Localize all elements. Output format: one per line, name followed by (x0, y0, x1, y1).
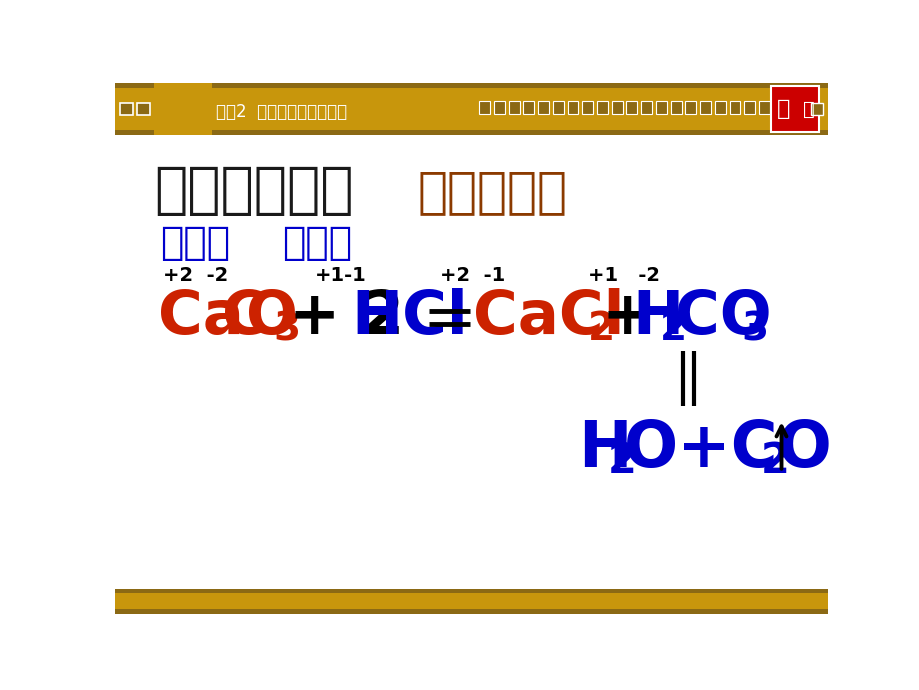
Bar (771, 86, 819, 132)
Bar (567, 101, 578, 114)
Bar (115, 589, 827, 614)
Text: 稀盐酸: 稀盐酸 (281, 224, 351, 262)
Bar (115, 130, 827, 135)
Bar (120, 103, 132, 115)
Bar (494, 101, 505, 114)
Text: +: + (601, 288, 652, 347)
Bar (743, 101, 754, 114)
Text: 课题2  二氧化碳制取的研究: 课题2 二氧化碳制取的研究 (216, 103, 346, 121)
Text: 石灰石: 石灰石 (160, 224, 230, 262)
Bar (641, 101, 652, 114)
Text: +2  -1: +2 -1 (440, 266, 505, 285)
Bar (523, 101, 534, 114)
Text: CaCl: CaCl (472, 288, 624, 347)
Bar (508, 101, 519, 114)
Bar (115, 83, 827, 88)
Bar (729, 101, 740, 114)
Bar (552, 101, 563, 114)
Bar (582, 101, 593, 114)
Text: 二、反应原理: 二、反应原理 (153, 164, 353, 217)
Text: Ca: Ca (157, 288, 244, 347)
Bar (788, 101, 799, 114)
Bar (670, 101, 681, 114)
Text: HCl: HCl (351, 288, 468, 347)
Bar (115, 83, 827, 135)
Text: O: O (245, 288, 298, 347)
Text: 2: 2 (659, 310, 686, 348)
Text: 3: 3 (741, 310, 767, 348)
Bar (773, 101, 784, 114)
Bar (538, 101, 549, 114)
Text: 流: 流 (777, 99, 789, 119)
Text: +1-1: +1-1 (314, 266, 367, 285)
Bar (137, 103, 150, 115)
Text: CO: CO (674, 288, 770, 347)
Text: 2: 2 (760, 440, 789, 482)
Text: 3: 3 (273, 310, 300, 348)
Bar (685, 101, 696, 114)
Text: +1   -2: +1 -2 (587, 266, 659, 285)
Bar (596, 101, 607, 114)
Bar (714, 101, 725, 114)
Bar (153, 83, 211, 135)
Text: 2: 2 (607, 440, 636, 482)
Bar (611, 101, 622, 114)
Text: 2: 2 (587, 310, 614, 348)
Bar (479, 101, 490, 114)
Bar (758, 101, 769, 114)
Bar (655, 101, 666, 114)
Text: +2  -2: +2 -2 (163, 266, 228, 285)
Bar (699, 101, 710, 114)
Text: H: H (632, 288, 683, 347)
Text: （方程式）: （方程式） (417, 168, 567, 216)
Bar (626, 101, 637, 114)
Bar (810, 103, 823, 115)
Text: 氵: 氵 (802, 99, 813, 119)
Bar (115, 589, 827, 593)
Text: + 2: + 2 (289, 288, 404, 347)
Text: O+CO: O+CO (623, 417, 832, 480)
Text: C: C (221, 288, 267, 347)
Text: H: H (578, 417, 631, 480)
Bar (115, 609, 827, 614)
